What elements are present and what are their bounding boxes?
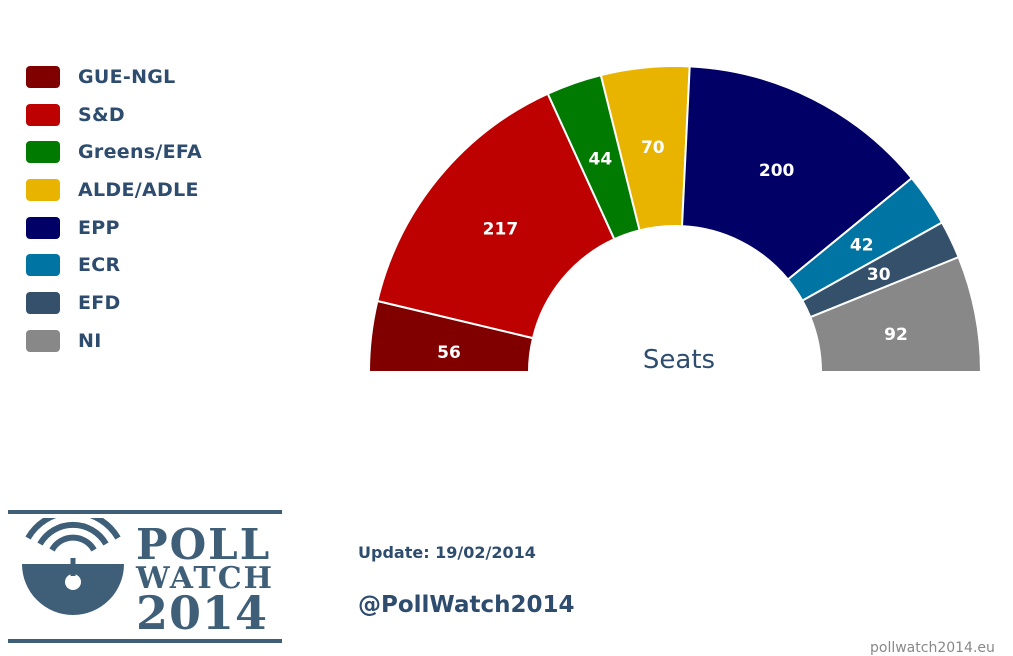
logo-top-rule: [8, 510, 282, 514]
seat-value-label: 200: [759, 161, 795, 181]
legend-label: NI: [78, 329, 102, 352]
update-date: Update: 19/02/2014: [358, 543, 536, 562]
legend-label: ECR: [78, 254, 121, 277]
legend-swatch: [26, 216, 60, 239]
seat-segment: [680, 65, 914, 281]
seat-segment: [809, 255, 983, 373]
logo-line-year: 2014: [136, 586, 269, 640]
logo-line-watch: WATCH: [136, 561, 274, 596]
legend-label: GUE-NGL: [78, 65, 176, 88]
seat-value-label: 30: [867, 265, 891, 285]
legend-swatch: [26, 103, 60, 126]
legend-item: GUE-NGL: [26, 58, 202, 96]
legend-swatch: [26, 291, 60, 314]
legend-item: EFD: [26, 284, 202, 322]
site-url: pollwatch2014.eu: [870, 640, 995, 656]
legend-item: NI: [26, 322, 202, 360]
legend-item: Greens/EFA: [26, 133, 202, 171]
seat-value-label: 70: [641, 138, 665, 158]
legend-item: ALDE/ADLE: [26, 171, 202, 209]
legend-swatch: [26, 65, 60, 88]
logo-line-poll: POLL: [136, 520, 272, 569]
legend-label: Greens/EFA: [78, 141, 202, 164]
legend-swatch: [26, 178, 60, 201]
seat-value-label: 92: [884, 325, 908, 345]
legend-label: EFD: [78, 291, 121, 314]
logo-bottom-rule: [8, 639, 282, 643]
legend-label: S&D: [78, 103, 125, 126]
legend-swatch: [26, 329, 60, 352]
seat-segment: [376, 92, 616, 340]
twitter-handle: @PollWatch2014: [358, 592, 575, 618]
legend-label: EPP: [78, 216, 120, 239]
center-label: Seats: [643, 345, 715, 375]
legend-swatch: [26, 254, 60, 277]
legend-item: EPP: [26, 209, 202, 247]
seat-value-label: 217: [483, 219, 519, 239]
seat-value-label: 56: [437, 343, 461, 363]
legend-swatch: [26, 141, 60, 164]
pollwatch-logo: POLL WATCH 2014: [8, 510, 282, 645]
seat-value-label: 42: [850, 236, 874, 256]
legend: GUE-NGL S&D Greens/EFA ALDE/ADLE EPP ECR EFD NI: [26, 58, 202, 360]
legend-item: S&D: [26, 96, 202, 134]
legend-label: ALDE/ADLE: [78, 178, 199, 201]
seat-value-label: 44: [588, 150, 612, 170]
seat-chart: 56 217 44 70 200 42 30 92 Seats: [367, 65, 983, 375]
legend-item: ECR: [26, 246, 202, 284]
radio-waves-icon: [22, 518, 124, 615]
